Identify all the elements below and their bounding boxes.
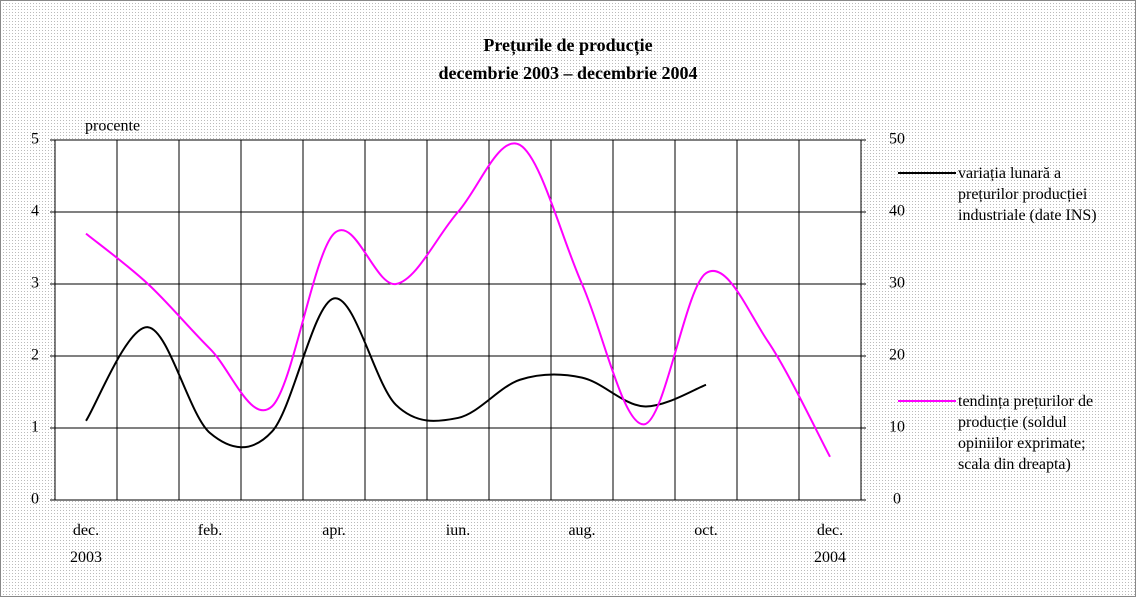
y-tick-label: 4 (31, 203, 39, 220)
y2-tick-label: 0 (893, 491, 901, 508)
y2-tick-label: 50 (889, 131, 905, 148)
line-series (85, 297, 707, 449)
chart-subtitle: decembrie 2003 – decembrie 2004 (439, 63, 698, 83)
x-tick-label: dec. 2003 (70, 522, 102, 566)
y2-tick-label: 10 (889, 419, 905, 436)
legend-label: variația lunară a prețurilor producției … (958, 165, 1097, 224)
y-tick-label: 2 (31, 347, 39, 364)
chart-title: Prețurile de producție (483, 35, 652, 56)
x-tick-label: dec. 2004 (814, 522, 846, 566)
y-axis-label: procente (85, 118, 140, 135)
x-tick-label: feb. (198, 522, 222, 539)
y2-tick-label: 40 (889, 203, 905, 220)
x-tick-label: oct. (694, 522, 718, 539)
plot-area (54, 139, 862, 501)
x-tick-label: aug. (568, 522, 595, 539)
y-tick-label: 0 (31, 491, 39, 508)
y2-tick-label: 20 (889, 347, 905, 364)
line-series (85, 142, 831, 458)
y-tick-label: 1 (31, 419, 39, 436)
x-tick-label: apr. (322, 522, 346, 539)
y2-tick-label: 30 (889, 275, 905, 292)
legend-label: tendința prețurilor de producție (soldul… (958, 393, 1094, 473)
y-tick-label: 5 (31, 131, 39, 148)
y-tick-label: 3 (31, 275, 39, 292)
x-tick-label: iun. (446, 522, 470, 539)
